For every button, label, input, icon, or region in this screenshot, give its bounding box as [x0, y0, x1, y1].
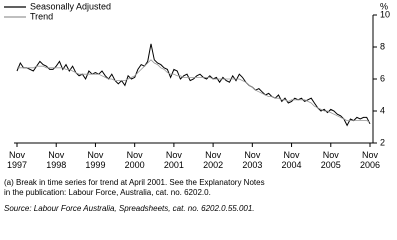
series-line — [17, 59, 371, 123]
legend-label: Seasonally Adjusted — [30, 1, 111, 11]
x-tick-label: Nov 2005 — [320, 150, 341, 170]
x-tick-label: Nov 1999 — [85, 150, 106, 170]
y-unit: % — [380, 1, 388, 11]
y-tick-label: 8 — [380, 41, 385, 51]
x-tick-label: Nov 2003 — [242, 150, 263, 170]
y-tick-label: 6 — [380, 73, 385, 83]
x-tick-label: Nov 1997 — [6, 150, 28, 170]
y-tick-label: 4 — [380, 105, 385, 115]
x-tick-label: Nov 2000 — [124, 150, 145, 170]
series-line — [16, 43, 371, 127]
x-tick-label: Nov 2001 — [163, 150, 184, 170]
source: Source: Labour Force Australia, Spreadsh… — [4, 204, 255, 213]
legend-label: Trend — [30, 11, 53, 21]
chart: % 2 4 6 8 10 Seasonally Adjusted Trend (a) Bre… — [4, 1, 391, 213]
x-tick-label: Nov 1998 — [46, 150, 67, 170]
note: in the publication: Labour Force, Austra… — [4, 188, 211, 197]
x-tick-label: Nov 2004 — [281, 150, 302, 170]
x-tick-label: Nov 2002 — [203, 150, 224, 170]
note: (a) Break in time series for trend at Ap… — [4, 178, 265, 187]
y-tick-label: 2 — [380, 137, 385, 147]
x-tick-label: Nov 2006 — [359, 150, 381, 170]
y-tick-label: 10 — [380, 9, 390, 19]
